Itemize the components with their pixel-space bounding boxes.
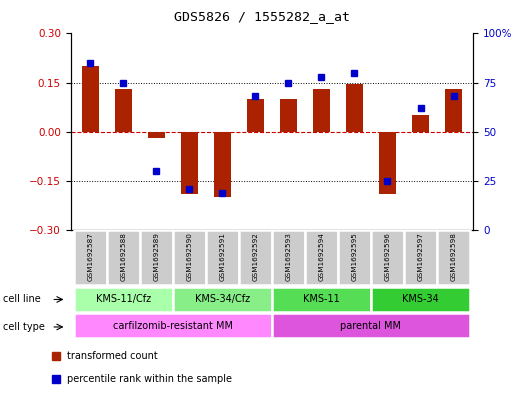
Text: GSM1692588: GSM1692588 — [120, 232, 127, 281]
Text: transformed count: transformed count — [67, 351, 158, 361]
Bar — [181, 132, 198, 194]
Text: GSM1692587: GSM1692587 — [87, 232, 94, 281]
Bar — [280, 99, 297, 132]
Text: cell type: cell type — [3, 322, 44, 332]
Bar — [379, 132, 396, 194]
Bar — [148, 132, 165, 138]
Bar — [313, 89, 329, 132]
Bar — [445, 89, 462, 132]
Text: GSM1692595: GSM1692595 — [351, 232, 358, 281]
FancyBboxPatch shape — [305, 230, 338, 285]
Text: KMS-34: KMS-34 — [402, 294, 439, 304]
Text: GSM1692591: GSM1692591 — [220, 232, 225, 281]
Text: GSM1692590: GSM1692590 — [186, 232, 192, 281]
Text: KMS-11/Cfz: KMS-11/Cfz — [96, 294, 151, 304]
FancyBboxPatch shape — [74, 286, 173, 312]
FancyBboxPatch shape — [272, 230, 305, 285]
FancyBboxPatch shape — [272, 313, 470, 338]
Bar — [247, 99, 264, 132]
FancyBboxPatch shape — [173, 286, 272, 312]
Text: percentile rank within the sample: percentile rank within the sample — [67, 374, 232, 384]
Text: cell line: cell line — [3, 294, 40, 305]
Text: GSM1692592: GSM1692592 — [253, 232, 258, 281]
Text: GSM1692597: GSM1692597 — [417, 232, 424, 281]
Text: GDS5826 / 1555282_a_at: GDS5826 / 1555282_a_at — [174, 10, 349, 23]
FancyBboxPatch shape — [107, 230, 140, 285]
Bar — [346, 84, 363, 132]
Bar — [214, 132, 231, 197]
FancyBboxPatch shape — [173, 230, 206, 285]
Text: KMS-11: KMS-11 — [303, 294, 340, 304]
Text: GSM1692596: GSM1692596 — [384, 232, 391, 281]
FancyBboxPatch shape — [338, 230, 371, 285]
FancyBboxPatch shape — [371, 286, 470, 312]
Text: GSM1692589: GSM1692589 — [153, 232, 160, 281]
Text: GSM1692593: GSM1692593 — [286, 232, 291, 281]
Text: KMS-34/Cfz: KMS-34/Cfz — [195, 294, 250, 304]
Text: parental MM: parental MM — [340, 321, 402, 331]
FancyBboxPatch shape — [371, 230, 404, 285]
Text: GSM1692598: GSM1692598 — [450, 232, 457, 281]
FancyBboxPatch shape — [239, 230, 272, 285]
FancyBboxPatch shape — [437, 230, 470, 285]
FancyBboxPatch shape — [206, 230, 239, 285]
Bar — [82, 66, 99, 132]
Bar — [412, 115, 429, 132]
FancyBboxPatch shape — [74, 230, 107, 285]
FancyBboxPatch shape — [404, 230, 437, 285]
FancyBboxPatch shape — [74, 313, 272, 338]
Text: carfilzomib-resistant MM: carfilzomib-resistant MM — [113, 321, 233, 331]
Text: GSM1692594: GSM1692594 — [319, 232, 324, 281]
Bar — [115, 89, 132, 132]
FancyBboxPatch shape — [272, 286, 371, 312]
FancyBboxPatch shape — [140, 230, 173, 285]
